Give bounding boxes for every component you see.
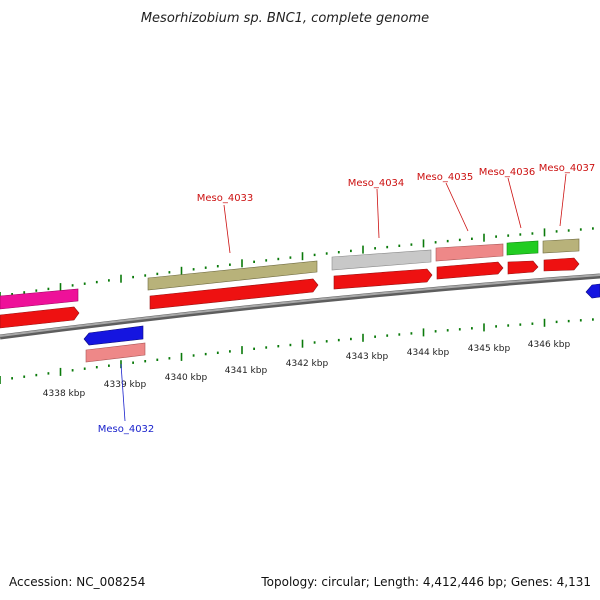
tick-label: 4340 kbp — [165, 373, 208, 383]
forward-cds — [0, 257, 580, 329]
forward-features — [0, 238, 580, 310]
feature-meso-4034-misc[interactable] — [331, 249, 432, 271]
topology-text: Topology: circular; Length: 4,412,446 bp… — [260, 575, 591, 589]
kbp-tick-labels: 4338 kbp 4339 kbp 4340 kbp 4341 kbp 4342… — [43, 340, 571, 399]
tick-label: 4343 kbp — [346, 352, 389, 362]
cds-arrow-meso-4036[interactable] — [507, 260, 539, 275]
cds-arrow-meso-4035[interactable] — [436, 261, 504, 280]
cds-arrow-right-edge[interactable] — [585, 283, 600, 299]
feature-meso-4036-misc[interactable] — [506, 240, 539, 256]
cds-arrow-meso-4034[interactable] — [333, 268, 433, 290]
tick-label: 4341 kbp — [225, 366, 268, 376]
genome-backbone-highlight — [0, 274, 600, 337]
leader-line-meso-4035 — [445, 182, 469, 232]
accession-text: Accession: NC_008254 — [9, 575, 145, 589]
tick-label: 4345 kbp — [468, 344, 511, 354]
gene-label-meso-4037[interactable]: Meso_4037 — [539, 163, 596, 174]
gene-leader-lines — [120, 173, 567, 422]
tick-label: 4346 kbp — [528, 340, 571, 350]
feature-meso-4035-misc[interactable] — [435, 243, 504, 262]
cds-arrow-meso-4037[interactable] — [543, 257, 580, 272]
feature-meso-4032-misc[interactable] — [85, 342, 146, 363]
feature-magenta-left[interactable] — [0, 288, 79, 310]
leader-line-meso-4032 — [120, 363, 126, 422]
tick-label: 4338 kbp — [43, 389, 86, 399]
leader-line-meso-4037 — [559, 173, 567, 227]
tick-label: 4344 kbp — [407, 348, 450, 358]
leader-line-meso-4036 — [507, 177, 522, 229]
tick-label: 4342 kbp — [286, 359, 329, 369]
leader-line-meso-4034 — [376, 188, 380, 239]
cds-arrow-meso-4033[interactable] — [149, 278, 319, 310]
genome-title: Mesorhizobium sp. BNC1, complete genome — [141, 11, 429, 26]
gene-label-meso-4035[interactable]: Meso_4035 — [417, 172, 474, 183]
leader-line-meso-4033 — [223, 204, 231, 254]
gene-label-meso-4032[interactable]: Meso_4032 — [98, 424, 155, 435]
feature-meso-4033-misc[interactable] — [147, 260, 318, 291]
gene-label-meso-4034[interactable]: Meso_4034 — [348, 178, 405, 189]
gene-labels: Meso_4032 Meso_4033 Meso_4034 Meso_4035 … — [98, 163, 596, 435]
tick-label: 4339 kbp — [104, 380, 147, 390]
gene-label-meso-4036[interactable]: Meso_4036 — [479, 167, 536, 178]
outer-tick-ring — [0, 227, 594, 300]
reverse-features — [83, 283, 600, 363]
inner-tick-ring — [0, 318, 594, 384]
feature-meso-4037-misc[interactable] — [542, 238, 580, 254]
cds-arrow-meso-4032[interactable] — [83, 325, 144, 346]
cds-arrow-left[interactable] — [0, 306, 80, 329]
gene-label-meso-4033[interactable]: Meso_4033 — [197, 193, 254, 204]
